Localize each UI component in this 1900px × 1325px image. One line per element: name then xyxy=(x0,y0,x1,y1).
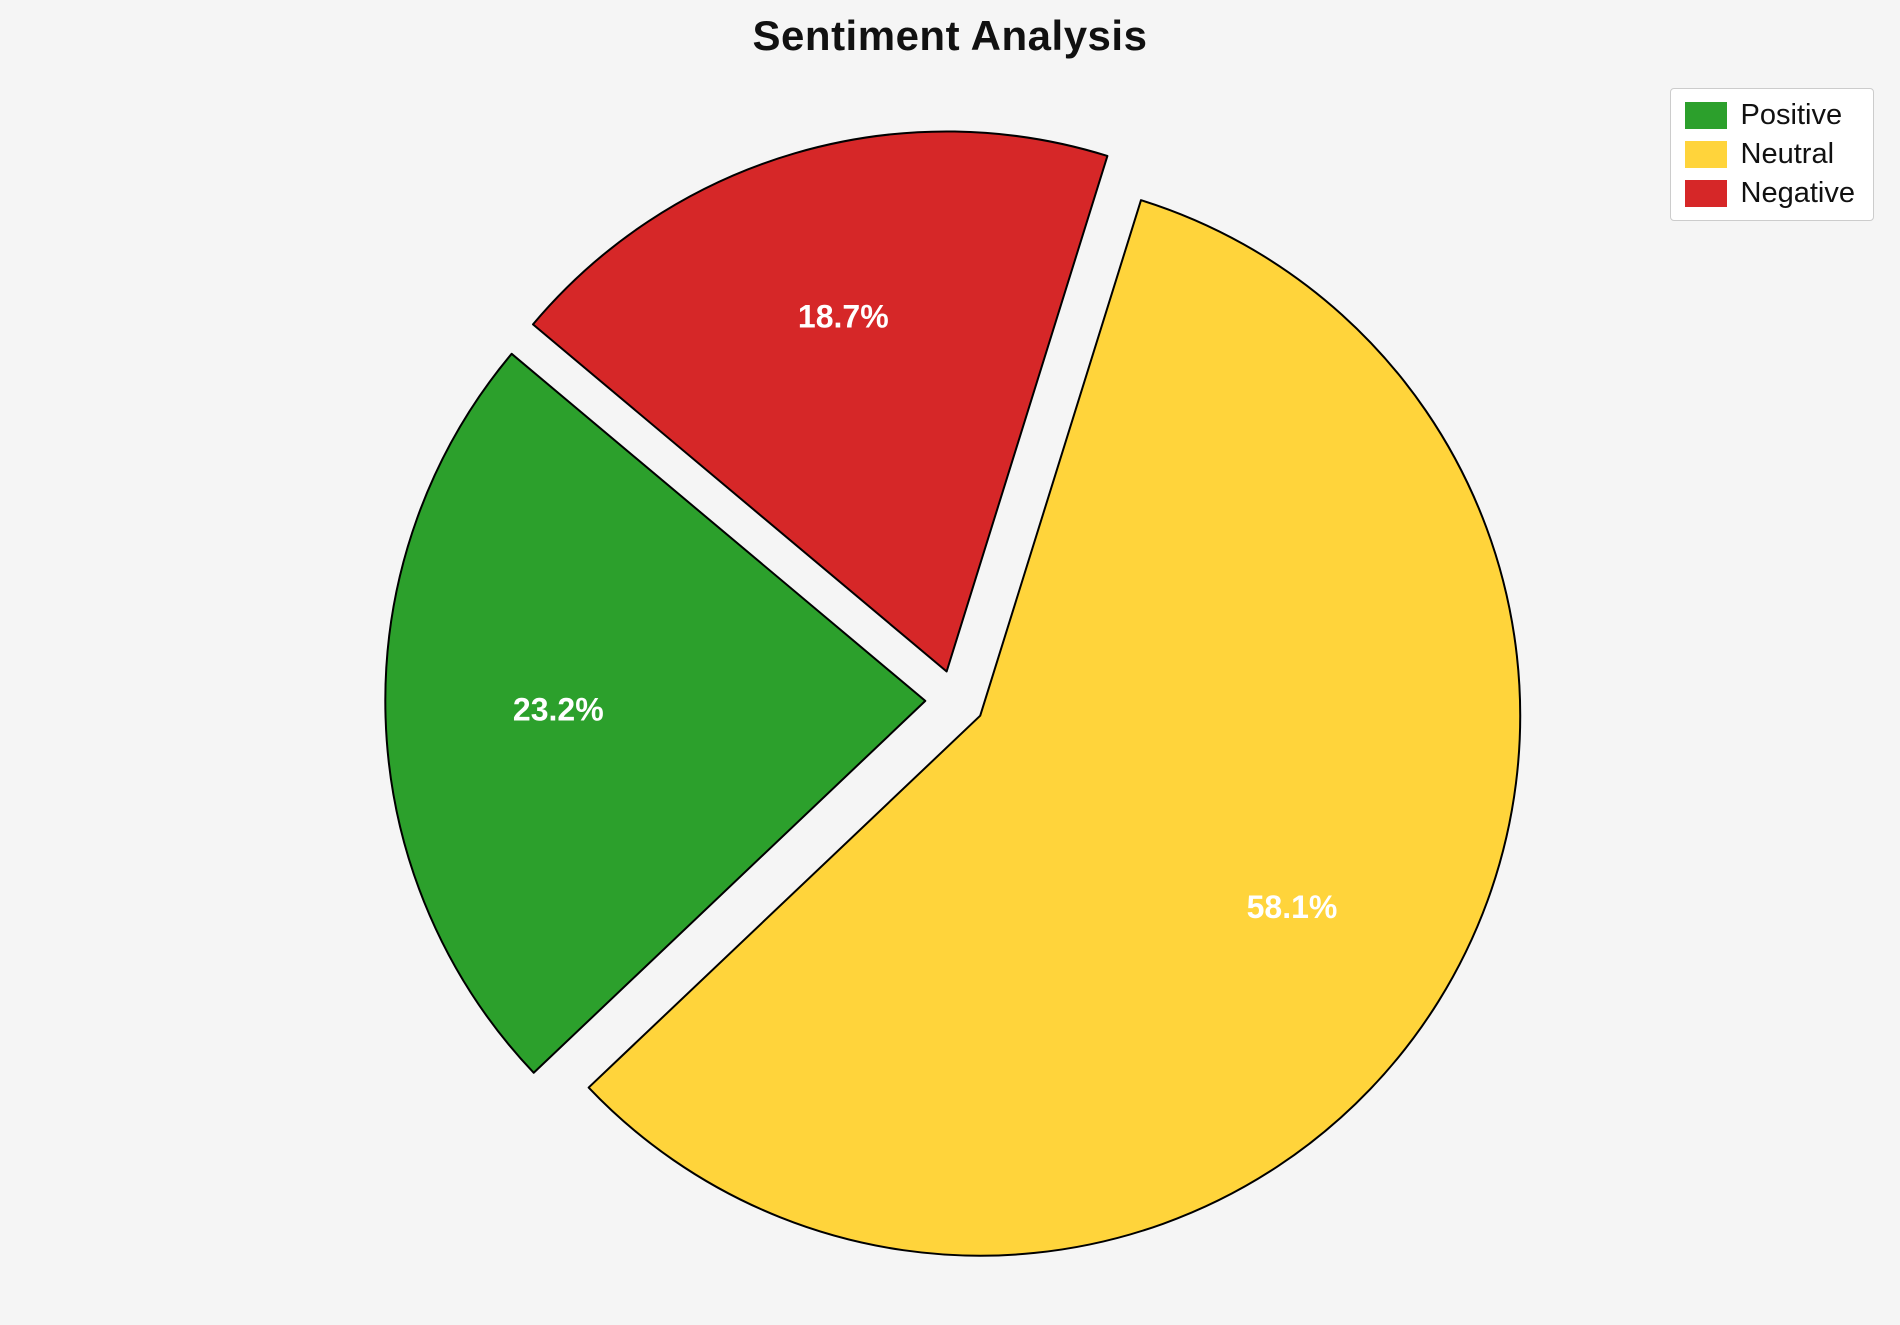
legend-item-negative: Negative xyxy=(1684,177,1855,209)
legend-label-negative: Negative xyxy=(1740,177,1855,209)
pie-slice-positive xyxy=(384,352,927,1074)
pie-slice-negative xyxy=(531,130,1109,673)
pie-label-positive: 23.2% xyxy=(513,692,604,728)
pie-slice-neutral xyxy=(587,199,1522,1257)
pie-label-neutral: 58.1% xyxy=(1247,889,1338,925)
chart-title: Sentiment Analysis xyxy=(752,12,1148,59)
legend-swatch-positive xyxy=(1684,102,1727,129)
legend-swatch-neutral xyxy=(1684,141,1727,168)
legend-swatch-negative xyxy=(1684,180,1727,207)
legend-label-positive: Positive xyxy=(1740,99,1843,131)
legend-item-neutral: Neutral xyxy=(1684,138,1855,170)
legend: Positive Neutral Negative xyxy=(1669,88,1874,221)
legend-item-positive: Positive xyxy=(1684,99,1855,131)
legend-label-neutral: Neutral xyxy=(1740,138,1835,170)
pie-label-negative: 18.7% xyxy=(798,299,889,335)
